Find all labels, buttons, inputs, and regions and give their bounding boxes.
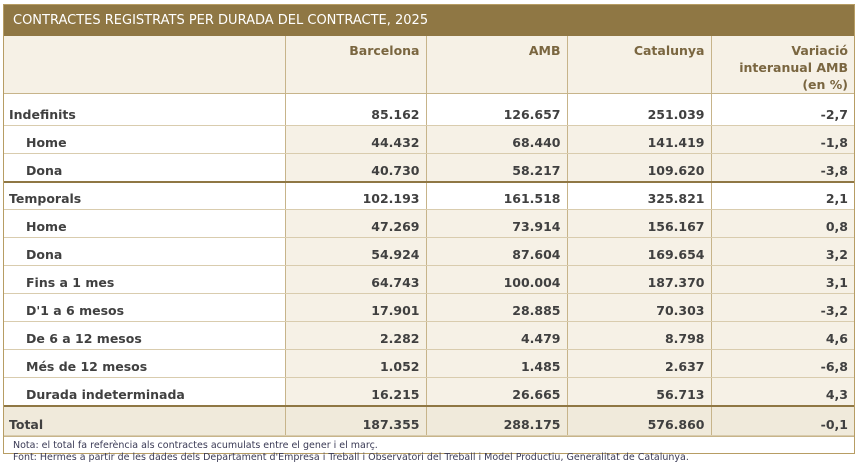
- cell-catalunya: 8.798: [566, 321, 711, 350]
- cell-catalunya: 70.303: [566, 293, 711, 322]
- footnote-source: Font: Hermes a partir de les dades dels …: [13, 452, 689, 463]
- table-panel: CONTRACTES REGISTRATS PER DURADA DEL CON…: [3, 4, 855, 463]
- row-label: Més de 12 mesos: [4, 349, 285, 378]
- table-row: Dona 40.730 58.217 109.620 -3,8: [4, 153, 854, 182]
- cell-barcelona: 85.162: [284, 93, 426, 126]
- cell-variacio: 3,2: [710, 237, 854, 266]
- cell-catalunya: 187.370: [566, 265, 711, 294]
- cell-catalunya: 56.713: [566, 377, 711, 406]
- table-footnotes: Nota: el total fa referència als contrac…: [4, 436, 854, 467]
- cell-catalunya: 109.620: [566, 153, 711, 182]
- cell-barcelona: 17.901: [284, 293, 426, 322]
- cell-barcelona: 16.215: [284, 377, 426, 406]
- row-label: D'1 a 6 mesos: [4, 293, 285, 322]
- header-amb: AMB: [425, 36, 567, 94]
- cell-variacio: -3,2: [710, 293, 854, 322]
- cell-variacio: -0,1: [710, 404, 854, 436]
- cell-amb: 73.914: [425, 209, 567, 238]
- table-row: Fins a 1 mes 64.743 100.004 187.370 3,1: [4, 265, 854, 294]
- cell-barcelona: 54.924: [284, 237, 426, 266]
- cell-barcelona: 1.052: [284, 349, 426, 378]
- cell-amb: 161.518: [425, 180, 567, 210]
- table-row: Més de 12 mesos 1.052 1.485 2.637 -6,8: [4, 349, 854, 378]
- footnote-nota: Nota: el total fa referència als contrac…: [13, 440, 378, 451]
- cell-amb: 26.665: [425, 377, 567, 406]
- row-label: Durada indeterminada: [4, 377, 285, 406]
- cell-variacio: 4,6: [710, 321, 854, 350]
- cell-amb: 126.657: [425, 93, 567, 126]
- header-label: [4, 36, 285, 94]
- cell-barcelona: 47.269: [284, 209, 426, 238]
- cell-barcelona: 64.743: [284, 265, 426, 294]
- cell-catalunya: 325.821: [566, 180, 711, 210]
- row-label: Home: [4, 209, 285, 238]
- table-row: Indefinits 85.162 126.657 251.039 -2,7: [4, 93, 854, 126]
- header-variacio: Variació interanual AMB (en %): [710, 36, 854, 94]
- cell-variacio: -1,8: [710, 125, 854, 154]
- table-row: Temporals 102.193 161.518 325.821 2,1: [4, 180, 854, 210]
- cell-amb: 68.440: [425, 125, 567, 154]
- table-row: Home 47.269 73.914 156.167 0,8: [4, 209, 854, 238]
- cell-amb: 87.604: [425, 237, 567, 266]
- header-barcelona: Barcelona: [284, 36, 426, 94]
- cell-catalunya: 2.637: [566, 349, 711, 378]
- cell-catalunya: 141.419: [566, 125, 711, 154]
- cell-variacio: 0,8: [710, 209, 854, 238]
- cell-variacio: -6,8: [710, 349, 854, 378]
- table-row: D'1 a 6 mesos 17.901 28.885 70.303 -3,2: [4, 293, 854, 322]
- cell-variacio: 3,1: [710, 265, 854, 294]
- row-label: Dona: [4, 237, 285, 266]
- row-label: Indefinits: [4, 93, 285, 126]
- row-label: Total: [4, 404, 285, 436]
- row-label: Dona: [4, 153, 285, 182]
- header-catalunya: Catalunya: [566, 36, 711, 94]
- table-row: Home 44.432 68.440 141.419 -1,8: [4, 125, 854, 154]
- cell-amb: 58.217: [425, 153, 567, 182]
- cell-catalunya: 169.654: [566, 237, 711, 266]
- table-row: Dona 54.924 87.604 169.654 3,2: [4, 237, 854, 266]
- cell-amb: 288.175: [425, 404, 567, 436]
- cell-barcelona: 2.282: [284, 321, 426, 350]
- row-label: Fins a 1 mes: [4, 265, 285, 294]
- table-row: Durada indeterminada 16.215 26.665 56.71…: [4, 377, 854, 406]
- cell-catalunya: 156.167: [566, 209, 711, 238]
- header-row: Barcelona AMB Catalunya Variació interan…: [4, 36, 854, 94]
- cell-barcelona: 102.193: [284, 180, 426, 210]
- cell-barcelona: 187.355: [284, 404, 426, 436]
- cell-amb: 1.485: [425, 349, 567, 378]
- cell-variacio: -2,7: [710, 93, 854, 126]
- cell-catalunya: 251.039: [566, 93, 711, 126]
- cell-catalunya: 576.860: [566, 404, 711, 436]
- cell-amb: 4.479: [425, 321, 567, 350]
- table-row: De 6 a 12 mesos 2.282 4.479 8.798 4,6: [4, 321, 854, 350]
- cell-amb: 100.004: [425, 265, 567, 294]
- row-label: Home: [4, 125, 285, 154]
- cell-variacio: 2,1: [710, 180, 854, 210]
- table-title: CONTRACTES REGISTRATS PER DURADA DEL CON…: [4, 5, 854, 36]
- cell-barcelona: 44.432: [284, 125, 426, 154]
- cell-amb: 28.885: [425, 293, 567, 322]
- total-row: Total 187.355 288.175 576.860 -0,1: [4, 404, 854, 436]
- cell-variacio: 4,3: [710, 377, 854, 406]
- contracts-table: Barcelona AMB Catalunya Variació interan…: [4, 36, 854, 436]
- row-label: De 6 a 12 mesos: [4, 321, 285, 350]
- cell-variacio: -3,8: [710, 153, 854, 182]
- row-label: Temporals: [4, 180, 285, 210]
- cell-barcelona: 40.730: [284, 153, 426, 182]
